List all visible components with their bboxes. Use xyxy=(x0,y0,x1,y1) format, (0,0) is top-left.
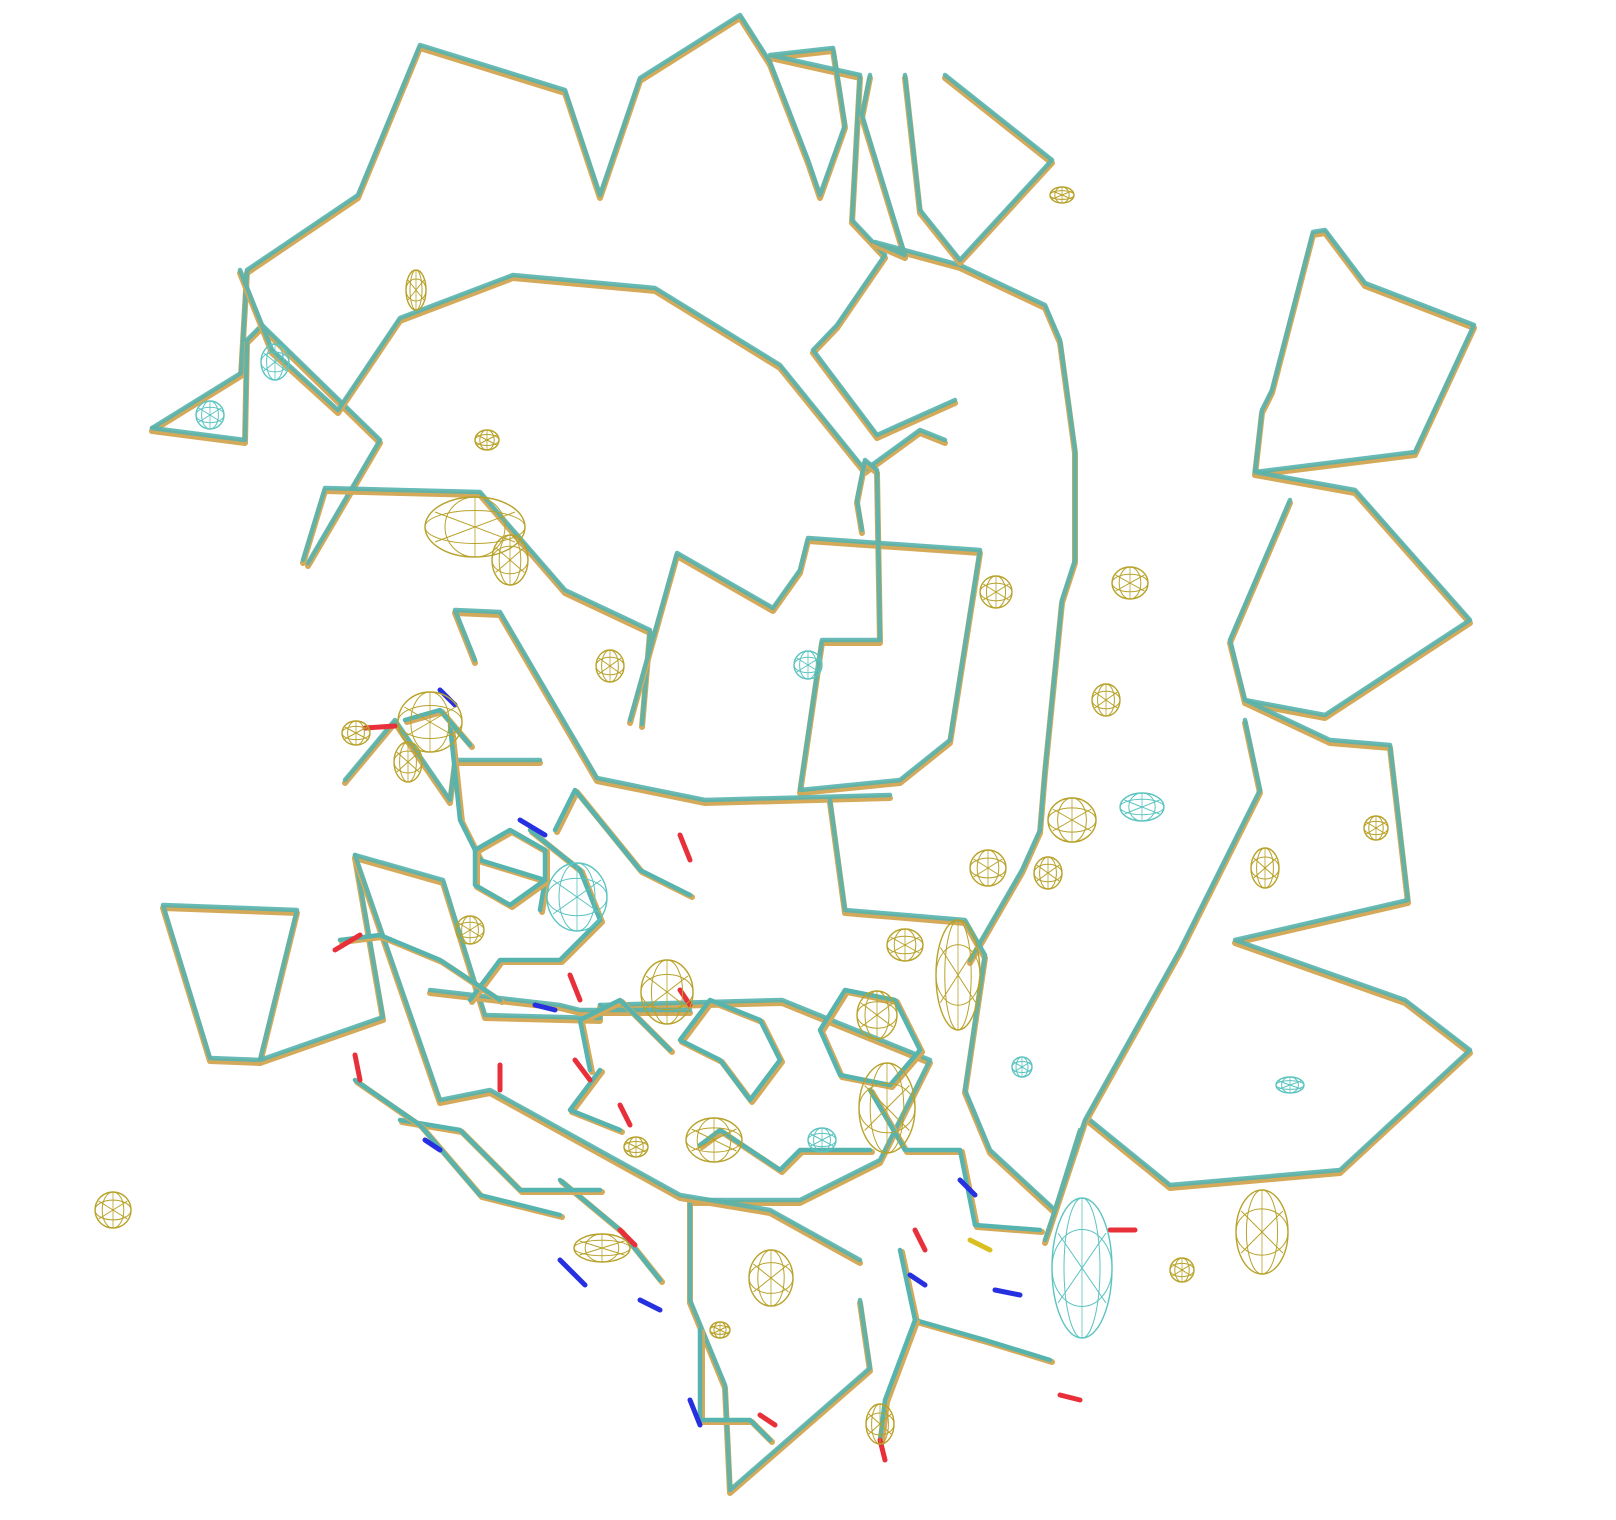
density-mesh-gold xyxy=(94,1191,132,1229)
nitrogen-atom xyxy=(957,1177,978,1198)
backbone-trace-b xyxy=(257,852,603,1063)
residue-stick-b xyxy=(552,787,693,898)
residue-stick-b xyxy=(817,987,923,1088)
backbone-trace-b xyxy=(1227,469,1473,718)
backbone-trace-b xyxy=(342,717,543,803)
density-mesh-gold xyxy=(1091,683,1121,717)
density-mesh-gold xyxy=(424,496,526,558)
density-mesh-gold xyxy=(573,1233,631,1263)
difference-density-meshes xyxy=(94,186,1389,1445)
density-mesh-gold xyxy=(886,928,924,962)
density-mesh-gold xyxy=(1033,856,1063,890)
backbone-trace-b xyxy=(237,267,948,473)
heteroatom-highlights xyxy=(332,687,1138,1463)
backbone-trace-b xyxy=(452,607,893,803)
oxygen-atom xyxy=(1057,1392,1083,1403)
backbone-trace-b xyxy=(149,12,958,438)
backbone-trace-b xyxy=(859,72,1078,963)
density-mesh-teal xyxy=(1051,1197,1113,1339)
oxygen-atom xyxy=(352,1052,363,1083)
density-mesh-gold xyxy=(341,720,371,746)
residue-stick-b xyxy=(677,997,783,1103)
density-mesh-gold xyxy=(1235,1189,1289,1275)
backbone-trace-b xyxy=(1252,227,1477,475)
oxygen-atom xyxy=(677,832,693,863)
density-mesh-gold xyxy=(969,849,1007,887)
density-mesh-gold xyxy=(748,1249,794,1307)
oxygen-atom xyxy=(362,723,398,731)
density-mesh-gold xyxy=(1049,186,1075,204)
backbone-trace-b xyxy=(597,997,933,1493)
density-mesh-gold xyxy=(455,915,485,945)
density-mesh-teal xyxy=(1119,792,1165,822)
oxygen-atom xyxy=(572,1057,593,1083)
density-mesh-gold xyxy=(397,691,463,753)
nitrogen-atom xyxy=(907,1272,928,1288)
density-mesh-gold xyxy=(623,1136,649,1158)
density-mesh-teal xyxy=(807,1127,837,1153)
density-mesh-gold xyxy=(1111,566,1149,600)
backbone-trace-b xyxy=(149,322,383,566)
density-mesh-gold xyxy=(595,649,625,683)
residue-stick-b xyxy=(697,1127,873,1173)
residue-stick-b xyxy=(577,997,673,1073)
backbone-trace-a xyxy=(1087,700,1473,1191)
density-mesh-gold xyxy=(709,1321,731,1339)
residue-stick-b xyxy=(877,1317,918,1443)
backbone-trace-b xyxy=(1042,717,1263,1243)
density-mesh-teal xyxy=(195,400,225,430)
residue-stick-b xyxy=(897,1247,1053,1363)
sulfur-atom xyxy=(967,1237,993,1253)
density-mesh-gold xyxy=(474,429,500,451)
density-mesh-gold xyxy=(640,959,694,1025)
density-mesh-gold xyxy=(685,1117,743,1163)
oxygen-atom xyxy=(912,1227,928,1253)
nitrogen-atom xyxy=(687,1397,703,1428)
nitrogen-atom xyxy=(637,1297,663,1313)
density-mesh-teal xyxy=(1011,1056,1033,1078)
density-mesh-gold xyxy=(1047,797,1097,843)
backbone-trace-b xyxy=(902,72,1055,263)
density-mesh-teal xyxy=(546,862,608,932)
density-mesh-gold xyxy=(491,534,529,586)
nitrogen-atom xyxy=(557,1257,588,1288)
residue-stick-b xyxy=(697,1327,773,1443)
nitrogen-atom xyxy=(992,1287,1023,1298)
oxygen-atom xyxy=(617,1227,638,1248)
density-mesh-gold xyxy=(858,1062,916,1154)
nitrogen-atom xyxy=(517,817,548,838)
density-mesh-gold xyxy=(856,990,898,1040)
backbone-trace-b xyxy=(827,797,1083,1213)
backbone-trace-b xyxy=(627,457,983,793)
nitrogen-atom xyxy=(532,1002,558,1013)
density-mesh-teal xyxy=(260,343,290,381)
density-mesh-gold xyxy=(1363,815,1389,841)
density-mesh-gold xyxy=(1169,1257,1195,1283)
residue-stick-b xyxy=(472,827,548,908)
density-mesh-teal xyxy=(793,650,823,680)
ligand-and-residue-sticks xyxy=(337,707,1055,1445)
density-mesh-gold xyxy=(865,1403,895,1445)
density-mesh-gold xyxy=(935,919,981,1031)
backbone-traces xyxy=(149,12,1477,1496)
density-mesh-gold xyxy=(1250,847,1280,889)
density-mesh-gold xyxy=(979,575,1013,609)
residue-stick-b xyxy=(352,1077,563,1218)
oxygen-atom xyxy=(617,1102,633,1128)
backbone-trace-b xyxy=(1087,697,1473,1188)
density-mesh-gold xyxy=(405,269,427,311)
residue-stick-b xyxy=(567,1067,623,1133)
nitrogen-atom xyxy=(422,1137,443,1153)
backbone-trace-b xyxy=(352,852,863,1263)
density-mesh-gold xyxy=(393,741,423,783)
residue-stick-b xyxy=(867,1087,1043,1233)
residue-stick-b xyxy=(397,1117,603,1193)
oxygen-atom xyxy=(567,972,583,1003)
oxygen-atom xyxy=(757,1412,778,1428)
density-mesh-teal xyxy=(1275,1076,1305,1094)
oxygen-atom xyxy=(332,932,363,953)
